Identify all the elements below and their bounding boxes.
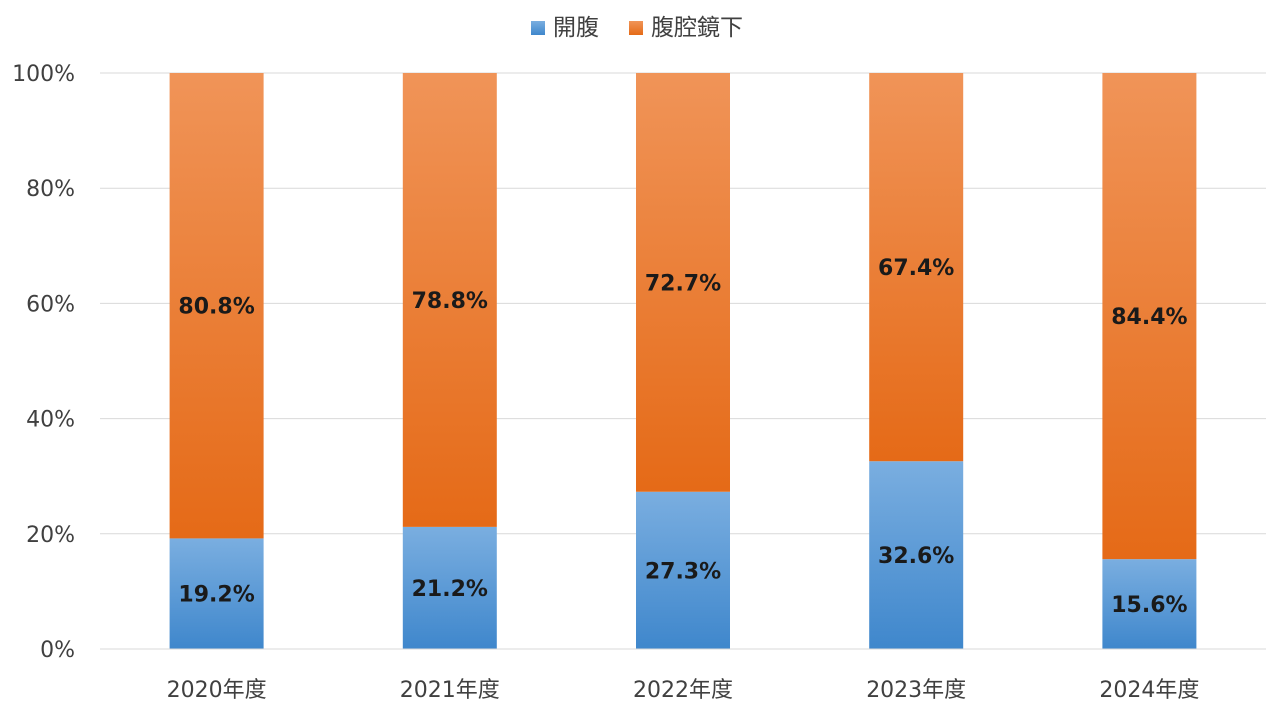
y-tick-label: 80% — [26, 177, 75, 202]
data-label-open: 15.6% — [1111, 593, 1187, 618]
y-tick-label: 0% — [40, 638, 75, 663]
data-label-open: 21.2% — [412, 577, 488, 602]
x-category-label: 2024年度 — [1099, 678, 1199, 703]
x-category-label: 2023年度 — [866, 678, 966, 703]
legend-swatch-open — [531, 21, 545, 35]
bar-open — [869, 461, 964, 649]
data-labels: 19.2% 80.8% 21.2% 78.8% 27.3% 72.7% 32.6% 67.4%… — [178, 256, 1187, 618]
x-category-label: 2021年度 — [400, 678, 500, 703]
x-category-label: 2020年度 — [167, 678, 267, 703]
legend: 開腹 腹腔鏡下 — [531, 15, 743, 41]
bar-open — [402, 526, 497, 649]
y-tick-label: 60% — [26, 292, 75, 317]
bar-laparoscopic — [869, 73, 964, 462]
bars — [169, 73, 1197, 649]
y-tick-label: 20% — [26, 523, 75, 548]
data-label-open: 19.2% — [178, 583, 254, 608]
data-label-open: 27.3% — [645, 559, 721, 584]
bar-open — [169, 538, 264, 649]
data-label-laparoscopic: 78.8% — [412, 289, 488, 314]
legend-label-laparoscopic: 腹腔鏡下 — [651, 15, 743, 41]
legend-swatch-laparoscopic — [629, 21, 643, 35]
bar-open — [1102, 559, 1197, 649]
data-label-laparoscopic: 84.4% — [1111, 305, 1187, 330]
bar-laparoscopic — [402, 73, 497, 527]
data-label-laparoscopic: 72.7% — [645, 271, 721, 296]
data-label-laparoscopic: 80.8% — [178, 295, 254, 320]
bar-laparoscopic — [1102, 73, 1197, 560]
bar-laparoscopic — [636, 73, 730, 492]
data-label-open: 32.6% — [878, 544, 954, 569]
bar-open — [636, 491, 730, 649]
legend-label-open: 開腹 — [553, 15, 599, 41]
x-category-label: 2022年度 — [633, 678, 733, 703]
x-axis-category-labels: 2020年度 2021年度 2022年度 2023年度 2024年度 — [167, 678, 1200, 703]
data-label-laparoscopic: 67.4% — [878, 256, 954, 281]
y-axis-tick-labels: 0% 20% 40% 60% 80% 100% — [12, 62, 75, 663]
y-tick-label: 100% — [12, 62, 75, 87]
y-tick-label: 40% — [26, 408, 75, 433]
bar-laparoscopic — [169, 73, 264, 539]
